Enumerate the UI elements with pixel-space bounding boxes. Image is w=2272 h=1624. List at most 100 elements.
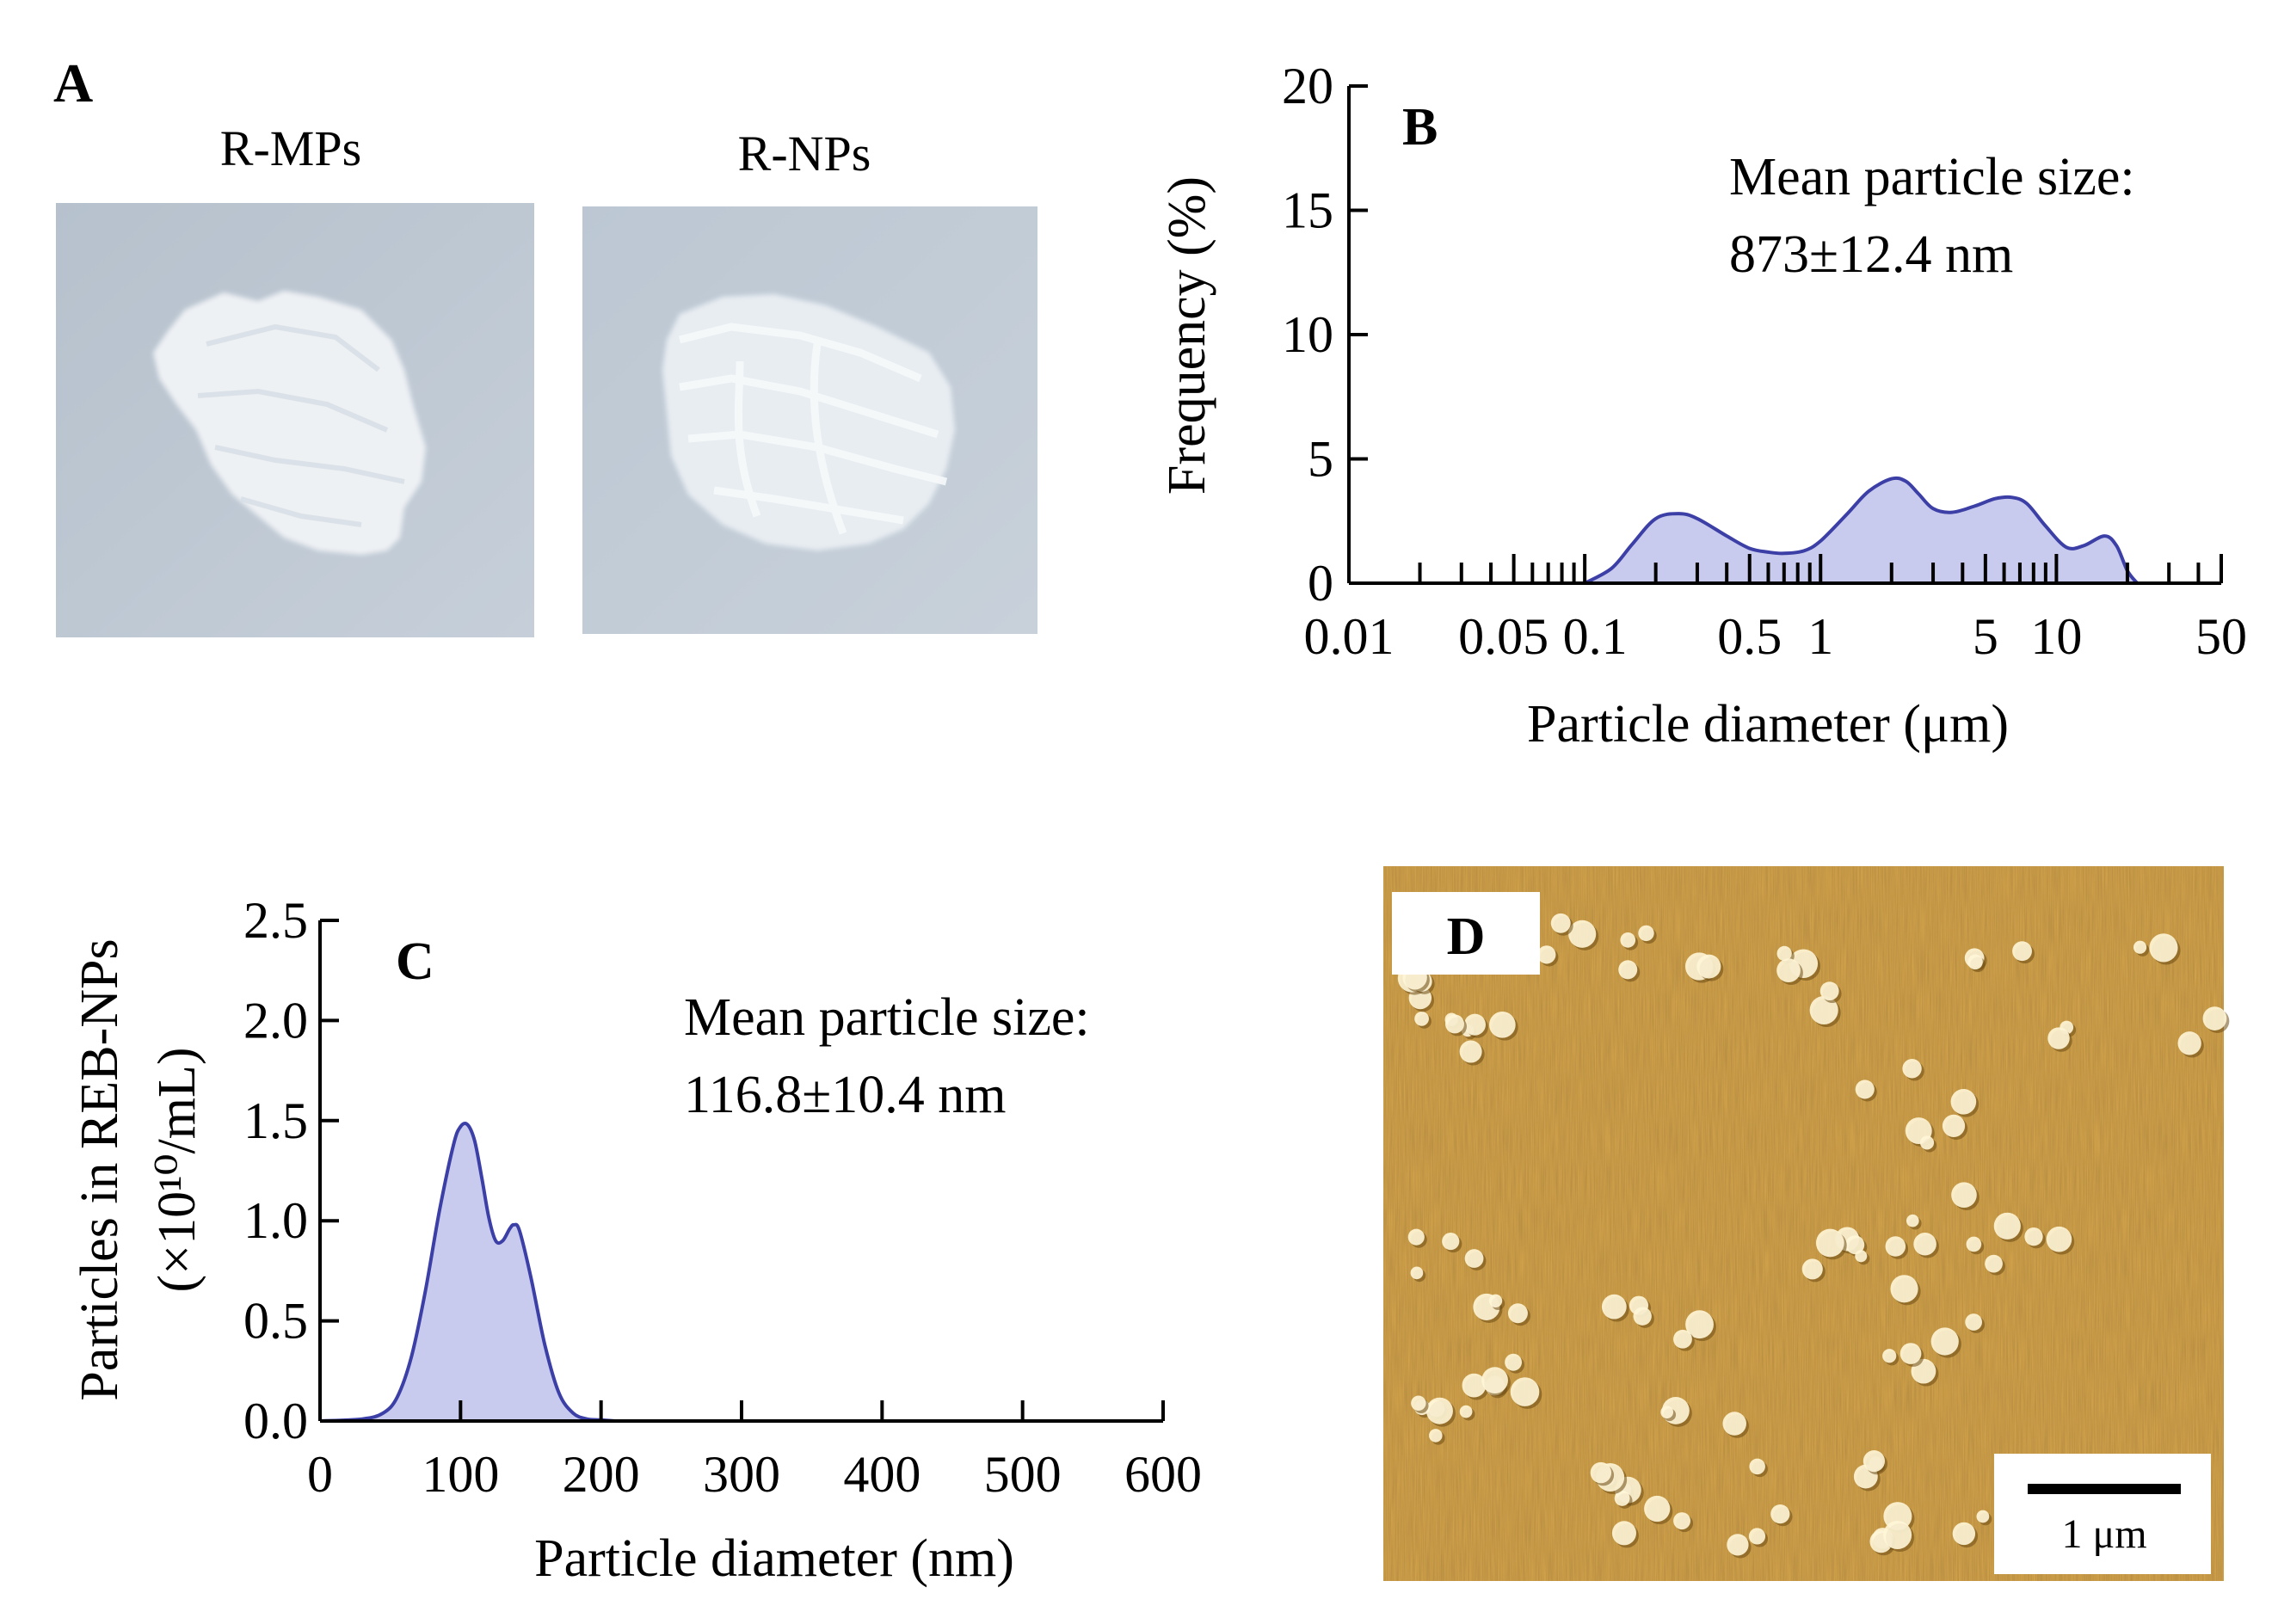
panel-b-x-tick-label: 0.01 — [1304, 608, 1395, 665]
afm-particle — [1696, 954, 1721, 979]
afm-particle — [1993, 1212, 2021, 1240]
panel-b-x-tick-label: 5 — [1973, 608, 1998, 665]
panel-b-ylabel: Frequency (%) — [1158, 176, 1216, 495]
panel-c-ylabel-line2: (×10¹⁰/mL) — [148, 1047, 206, 1292]
panel-c-y-tick-label: 2.0 — [243, 992, 308, 1049]
panel-b-letter: B — [1402, 98, 1438, 157]
afm-particle — [1913, 1232, 1936, 1256]
panel-c-x-tick-label: 500 — [984, 1446, 1062, 1503]
afm-particle — [1845, 1235, 1865, 1255]
panel-c-y-tick-label: 1.0 — [243, 1192, 308, 1249]
panel-d-letter-box — [1392, 892, 1540, 975]
panel-c-y-tick-label: 0.5 — [243, 1293, 308, 1350]
panel-c-x-tick-label: 0 — [307, 1446, 333, 1503]
panel-b-y-tick-label: 15 — [1282, 182, 1333, 239]
afm-particle — [1407, 1228, 1425, 1246]
panel-c-series-line — [319, 1121, 616, 1423]
panel-b-annotation-line2: 873±12.4 nm — [1729, 225, 2013, 284]
afm-particle — [1809, 995, 1838, 1024]
afm-particle — [1488, 1294, 1503, 1307]
afm-particle — [1966, 1236, 1982, 1252]
afm-particle — [1951, 1182, 1977, 1209]
afm-particle — [1601, 1294, 1627, 1320]
afm-particle — [1902, 1059, 1922, 1079]
afm-particle — [1985, 1254, 2003, 1273]
afm-particle — [1459, 1405, 1473, 1418]
panel-c-xlabel: Particle diameter (nm) — [534, 1529, 1014, 1588]
panel-c-area-fill — [320, 1123, 615, 1421]
afm-particle — [1855, 1080, 1875, 1099]
panel-b-x-tick-label: 10 — [2030, 608, 2082, 665]
afm-particle — [2046, 1226, 2072, 1252]
afm-particle — [1633, 1307, 1652, 1326]
afm-particle — [2012, 941, 2032, 962]
r-mps-photo — [56, 203, 534, 637]
afm-particle — [1722, 1412, 1746, 1436]
afm-particle — [1967, 954, 1983, 970]
panel-a: A R-MPs R-NPs — [53, 52, 1037, 637]
panel-d-letter: D — [1447, 907, 1486, 966]
afm-particle — [1776, 945, 1792, 962]
afm-particle — [1882, 1349, 1897, 1363]
panel-b-series-line — [1584, 476, 2139, 585]
r-nps-photo — [582, 206, 1037, 634]
afm-particle — [1883, 1520, 1912, 1550]
panel-c-chart: 0.0 0.5 1.0 1.5 2.0 2.5 0 100 200 300 400 500 600 — [243, 892, 1202, 1503]
panel-b-annotation-line1: Mean particle size: — [1729, 148, 2135, 206]
afm-particle — [2024, 1227, 2043, 1246]
afm-particle — [1507, 1303, 1528, 1324]
afm-particle — [1550, 913, 1571, 933]
panel-c-x-tick-label: 400 — [843, 1446, 920, 1503]
panel-c-x-tick-label: 300 — [703, 1446, 780, 1503]
afm-particle — [1488, 1011, 1516, 1038]
afm-particle — [1976, 1510, 1990, 1523]
panel-c-annotation-line1: Mean particle size: — [684, 988, 1090, 1047]
panel-c: C Mean particle size: 116.8±10.4 nm 0.00… — [71, 892, 1202, 1588]
panel-d: D 1 μm — [1383, 866, 2230, 1581]
panel-c-annotation-line2: 116.8±10.4 nm — [684, 1066, 1006, 1124]
afm-particle — [1906, 1214, 1919, 1227]
afm-particle — [1411, 1395, 1426, 1412]
afm-particle — [1855, 1250, 1868, 1263]
r-mps-label: R-MPs — [220, 120, 361, 176]
afm-particle — [1748, 1528, 1766, 1545]
afm-particle — [1510, 1377, 1540, 1406]
afm-particle — [2133, 940, 2147, 954]
scale-bar-label: 1 μm — [2061, 1511, 2146, 1557]
afm-particle — [1685, 1310, 1714, 1339]
afm-particle — [1459, 1040, 1482, 1063]
afm-particle — [1673, 1329, 1692, 1349]
afm-particle — [1899, 1343, 1922, 1364]
afm-particle — [1462, 1373, 1487, 1398]
afm-particle — [1463, 1013, 1486, 1036]
afm-particle — [1429, 1429, 1443, 1443]
afm-particle — [1890, 1275, 1918, 1303]
afm-particle — [1414, 1011, 1429, 1026]
afm-particle — [1410, 1266, 1424, 1280]
panel-c-x-tick-label: 200 — [563, 1446, 640, 1503]
afm-particle — [1590, 1461, 1612, 1484]
afm-particle — [1885, 1236, 1906, 1257]
panel-a-letter: A — [53, 52, 93, 114]
afm-particle — [1965, 1313, 1982, 1331]
panel-c-x-tick-label: 100 — [422, 1446, 499, 1503]
panel-b-y-tick-label: 0 — [1308, 555, 1333, 612]
panel-b-xlabel: Particle diameter (μm) — [1527, 695, 2009, 754]
afm-particle — [1673, 1512, 1691, 1530]
panel-b-x-tick-label: 50 — [2195, 608, 2247, 665]
afm-particle — [1481, 1367, 1508, 1394]
afm-particle — [1749, 1458, 1765, 1475]
afm-particle — [1442, 1232, 1460, 1251]
afm-particle — [1950, 1088, 1977, 1115]
afm-particle — [1952, 1522, 1976, 1546]
afm-particle — [1660, 1406, 1674, 1419]
scale-bar-box — [1994, 1454, 2211, 1574]
r-nps-label: R-NPs — [738, 126, 871, 181]
afm-particle — [1919, 1135, 1935, 1150]
afm-particle — [1930, 1327, 1959, 1356]
afm-particle — [1614, 1490, 1630, 1506]
afm-particle — [1942, 1114, 1966, 1137]
panel-b-x-tick-label: 0.05 — [1458, 608, 1549, 665]
